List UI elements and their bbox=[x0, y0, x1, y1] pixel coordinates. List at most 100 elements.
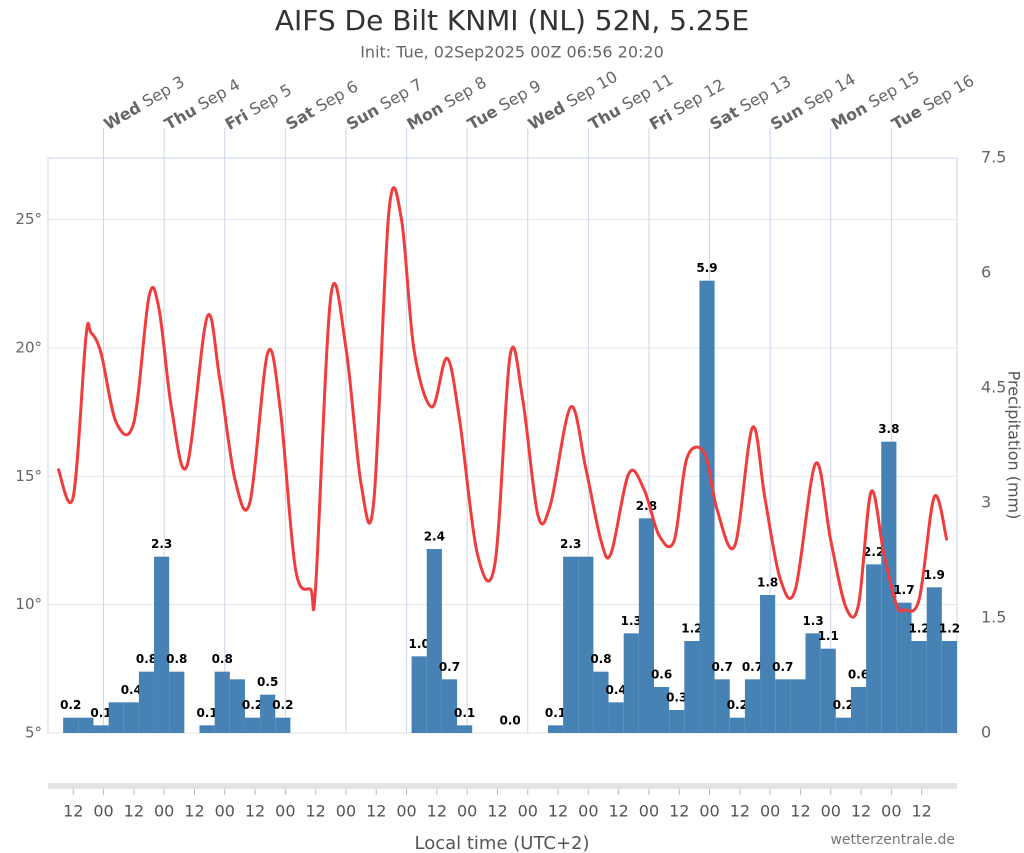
x-tick-label: 12 bbox=[730, 802, 750, 821]
data-label: 0.1 bbox=[545, 706, 566, 720]
data-label: 0.4 bbox=[121, 683, 142, 697]
x-tick-label: 00 bbox=[518, 802, 538, 821]
y-tick-label: 5° bbox=[25, 724, 42, 742]
precip-bar bbox=[623, 633, 639, 733]
data-label: 1.0 bbox=[409, 637, 430, 651]
precip-bar bbox=[866, 564, 882, 733]
x-axis-title: Local time (UTC+2) bbox=[414, 833, 589, 853]
precip-bar bbox=[441, 679, 458, 733]
y-tick-label: 15° bbox=[15, 467, 42, 485]
precip-bar bbox=[669, 710, 685, 733]
x-tick-label: 00 bbox=[154, 802, 174, 821]
y2-tick-label: 3 bbox=[981, 493, 991, 512]
precip-bar bbox=[896, 602, 912, 733]
x-tick-label: 12 bbox=[911, 802, 931, 821]
chart-subtitle: Init: Tue, 02Sep2025 00Z 06:56 20:20 bbox=[360, 43, 664, 62]
data-label: 5.9 bbox=[696, 261, 717, 275]
data-label: 1.2 bbox=[681, 622, 702, 636]
precip-bar bbox=[154, 556, 170, 733]
x-tick-label: 12 bbox=[245, 802, 265, 821]
credit: wetterzentrale.de bbox=[830, 832, 955, 848]
precip-bar bbox=[941, 641, 957, 733]
x-tick-label: 00 bbox=[760, 802, 780, 821]
data-label: 0.8 bbox=[590, 652, 611, 666]
x-tick-label: 12 bbox=[427, 802, 447, 821]
precip-bar bbox=[93, 725, 109, 733]
precip-bar bbox=[926, 587, 942, 733]
x-tick-label: 12 bbox=[790, 802, 810, 821]
data-label: 1.7 bbox=[893, 583, 914, 597]
x-tick-label: 00 bbox=[578, 802, 598, 821]
data-label: 2.3 bbox=[151, 537, 172, 551]
precip-bar bbox=[123, 702, 139, 733]
y-tick-label: 25° bbox=[15, 210, 42, 228]
y2-tick-label: 4.5 bbox=[981, 378, 1006, 397]
x-tick-label: 00 bbox=[639, 802, 659, 821]
data-label: 0.6 bbox=[848, 668, 869, 682]
x-tick-label: 12 bbox=[63, 802, 83, 821]
data-label: 0.2 bbox=[60, 698, 81, 712]
data-label: 0.1 bbox=[90, 706, 111, 720]
precip-bar bbox=[684, 641, 700, 733]
precip-bar bbox=[578, 556, 594, 733]
data-label: 0.7 bbox=[439, 660, 460, 674]
data-label: 0.2 bbox=[833, 698, 854, 712]
y-tick-label: 20° bbox=[15, 338, 42, 356]
precip-bar bbox=[638, 518, 654, 733]
x-tick-label: 12 bbox=[487, 802, 507, 821]
x-tick-label: 12 bbox=[124, 802, 144, 821]
y-tick-label: 10° bbox=[15, 595, 42, 613]
x-tick-label: 12 bbox=[851, 802, 871, 821]
precip-bar bbox=[260, 694, 276, 733]
precip-bar bbox=[78, 717, 94, 733]
data-label: 0.8 bbox=[212, 652, 233, 666]
x-tick-label: 00 bbox=[881, 802, 901, 821]
x-tick-label: 12 bbox=[184, 802, 204, 821]
data-label: 1.9 bbox=[924, 568, 945, 582]
data-label: 1.1 bbox=[818, 629, 839, 643]
precip-bar bbox=[805, 633, 821, 733]
data-label: 0.2 bbox=[242, 698, 263, 712]
data-label: 0.2 bbox=[727, 698, 748, 712]
precip-bar bbox=[608, 702, 624, 733]
x-tick-label: 12 bbox=[366, 802, 386, 821]
x-tick-label: 00 bbox=[336, 802, 356, 821]
precip-bar bbox=[547, 725, 564, 733]
data-label: 0.6 bbox=[651, 668, 672, 682]
data-label: 3.8 bbox=[878, 422, 899, 436]
data-label: 1.8 bbox=[757, 576, 778, 590]
data-label: 0.8 bbox=[136, 652, 157, 666]
precip-bar bbox=[744, 679, 761, 733]
precip-bar bbox=[835, 717, 851, 733]
precip-bar bbox=[850, 687, 867, 733]
data-label: 2.4 bbox=[424, 530, 445, 544]
y2-tick-label: 7.5 bbox=[981, 148, 1006, 167]
data-label: 0.7 bbox=[712, 660, 733, 674]
precip-bar bbox=[199, 725, 215, 733]
y2-axis-title: Precipitation (mm) bbox=[1005, 371, 1024, 520]
chart-title: AIFS De Bilt KNMI (NL) 52N, 5.25E bbox=[275, 4, 749, 37]
precip-bar bbox=[654, 687, 670, 733]
precip-bar bbox=[426, 549, 442, 733]
precip-bar bbox=[881, 441, 897, 733]
x-tick-label: 00 bbox=[396, 802, 416, 821]
data-label: 2.8 bbox=[636, 499, 657, 513]
data-label: 2.3 bbox=[560, 537, 581, 551]
precip-bar bbox=[593, 671, 609, 733]
y2-tick-label: 0 bbox=[981, 723, 991, 742]
data-label: 0.0 bbox=[499, 714, 520, 728]
data-label: 1.3 bbox=[802, 614, 823, 628]
data-label: 2.2 bbox=[863, 545, 884, 559]
data-label: 0.1 bbox=[454, 706, 475, 720]
precip-bar bbox=[275, 717, 291, 733]
data-label: 0.7 bbox=[742, 660, 763, 674]
x-tick-label: 12 bbox=[305, 802, 325, 821]
precip-bar bbox=[911, 641, 927, 733]
precip-bar bbox=[244, 717, 261, 733]
data-label: 0.4 bbox=[605, 683, 626, 697]
x-tick-label: 12 bbox=[608, 802, 628, 821]
precip-bar bbox=[760, 595, 776, 733]
x-tick-label: 00 bbox=[821, 802, 841, 821]
precip-bar bbox=[138, 671, 155, 733]
